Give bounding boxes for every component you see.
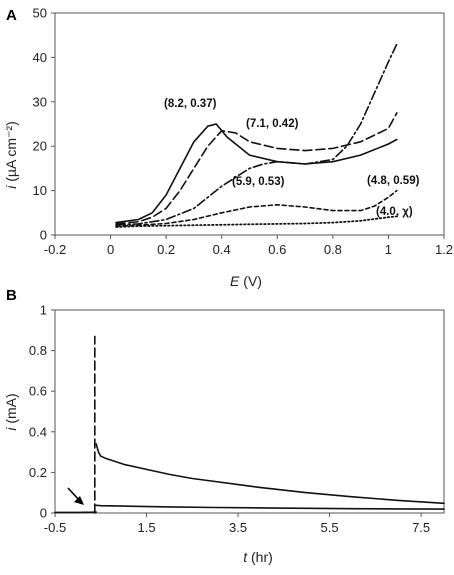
x-tick-label-a: 0.2 xyxy=(157,242,175,257)
y-axis-label-a: i (µA cm⁻²) xyxy=(3,121,19,189)
plot-frame-a xyxy=(54,12,445,236)
x-tick-label-b: 3.5 xyxy=(229,520,247,535)
panel-label-a: A xyxy=(6,7,17,24)
x-tick-label-a: 1 xyxy=(385,242,392,257)
series-line-b-2 xyxy=(95,504,445,510)
x-tick-label-a: 0.4 xyxy=(213,242,231,257)
y-tick-label-a: 20 xyxy=(33,139,47,154)
x-tick-label-a: -0.2 xyxy=(44,242,66,257)
x-tick-label-a: 0.6 xyxy=(268,242,286,257)
annotation-7-1: (7.1, 0.42) xyxy=(246,118,299,130)
y-tick-label-b: 1 xyxy=(40,303,47,318)
series-line-a-3 xyxy=(115,43,398,226)
x-tick-label-b: 7.5 xyxy=(412,520,430,535)
x-axis-label-a: E (V) xyxy=(230,273,262,289)
y-tick-label-a: 10 xyxy=(33,183,47,198)
y-tick-label-b: 0.6 xyxy=(29,384,47,399)
x-tick-label-a: 1.2 xyxy=(435,242,453,257)
panel-label-b: B xyxy=(6,287,17,304)
x-axis-label-b: t (hr) xyxy=(243,549,273,565)
annotation-8-2: (8.2, 0.37) xyxy=(164,98,217,110)
x-tick-label-a: 0.8 xyxy=(324,242,342,257)
y-tick-label-a: 40 xyxy=(33,50,47,65)
y-tick-label-b: 0 xyxy=(40,506,47,521)
x-tick-label-b: -0.5 xyxy=(44,520,66,535)
series-line-a-1 xyxy=(115,123,398,224)
y-tick-label-b: 0.8 xyxy=(29,343,47,358)
y-tick-label-b: 0.4 xyxy=(29,424,47,439)
x-tick-label-a: 0 xyxy=(107,242,114,257)
series-line-a-2 xyxy=(115,112,398,225)
series-line-a-5 xyxy=(115,215,398,228)
plot-frame-b xyxy=(54,309,445,514)
x-tick-label-b: 1.5 xyxy=(137,520,155,535)
series-line-a-4 xyxy=(115,189,398,227)
y-tick-label-a: 0 xyxy=(40,228,47,243)
annotation-4-0: (4.0, χ) xyxy=(376,206,413,218)
x-tick-label-b: 5.5 xyxy=(321,520,339,535)
y-tick-label-a: 50 xyxy=(33,6,47,21)
y-axis-label-b: i (mA) xyxy=(3,393,19,430)
plot-panel-b: -0.5 1.5 3.5 5.5 7.5 0 0.2 0.4 0.6 0.8 1 xyxy=(29,303,445,535)
arrow-icon xyxy=(67,487,84,505)
y-tick-label-a: 30 xyxy=(33,94,47,109)
series-line-b-1 xyxy=(95,443,445,505)
annotation-5-9: (5.9, 0.53) xyxy=(232,176,285,188)
annotation-4-8: (4.8, 0.59) xyxy=(367,175,420,187)
y-tick-label-b: 0.2 xyxy=(29,465,47,480)
